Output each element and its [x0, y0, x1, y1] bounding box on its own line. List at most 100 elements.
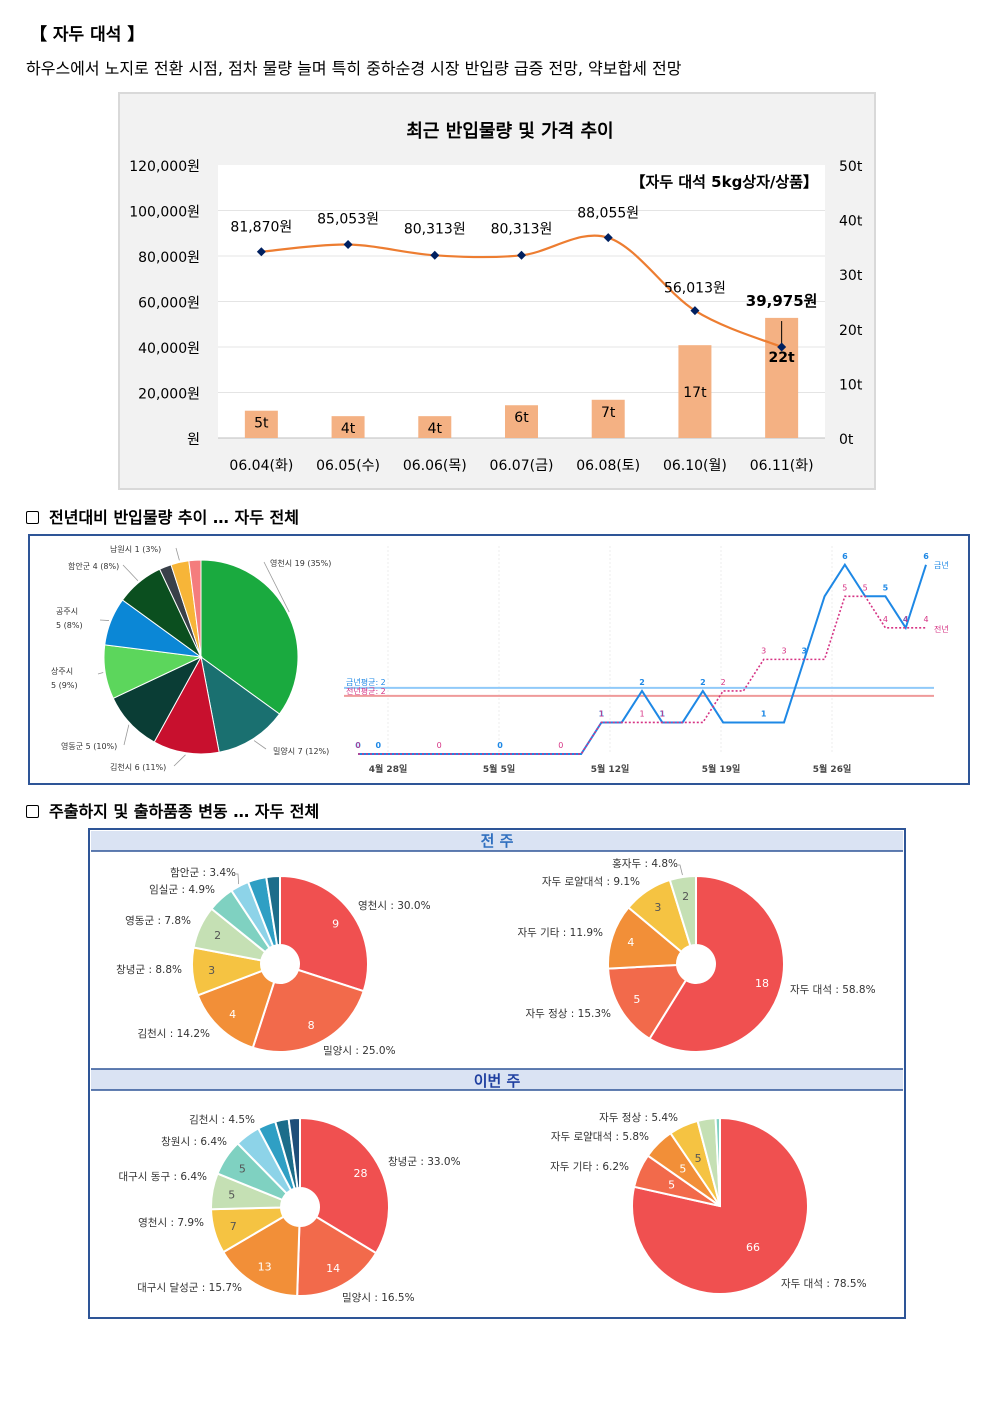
pie-slice-label: 김천시 : 4.5% — [189, 1114, 255, 1126]
section-origin-variety: 주출하지 및 출하품종 변동 … 자두 전체 — [26, 798, 319, 822]
pie-slice-count: 7 — [230, 1220, 237, 1233]
pie-slice-label: 자두 대석 : 78.5% — [781, 1278, 867, 1290]
x-tick-label: 06.05(수) — [316, 458, 380, 474]
pie-slice-count: 3 — [654, 901, 661, 914]
x-tick-label: 06.11(화) — [750, 458, 814, 474]
pie-slice — [279, 874, 369, 993]
x-tick-label: 06.06(목) — [403, 458, 467, 474]
pie-slice — [200, 559, 299, 715]
price-data-label: 39,975원 — [746, 292, 818, 310]
this-year-point-label: 1 — [659, 709, 665, 718]
prev-week-label: 전 주 — [481, 832, 514, 850]
pie-slice — [153, 655, 220, 755]
left-tick-label: 120,000원 — [129, 159, 200, 175]
yoy-volume-panel: 영천시 19 (35%) 밀양시 7 (12%) 김천시 6 (11%) 영동군 5 … — [28, 534, 970, 785]
pie-slice-count: 13 — [258, 1261, 272, 1274]
right-tick-label: 20t — [839, 323, 863, 339]
line-x-tick-label: 5월 19일 — [702, 763, 740, 775]
pie-leader-line — [175, 547, 180, 561]
volume-bar — [418, 416, 452, 438]
chart-subtitle: 【자두 대석 5kg상자/상품】 — [631, 173, 818, 191]
pie-leader-line — [173, 754, 186, 767]
price-marker — [690, 306, 700, 316]
pie-slice — [196, 969, 276, 1049]
volume-data-label: 7t — [601, 405, 616, 421]
this-year-point-label: 0 — [497, 741, 503, 750]
last-year-point-label: 2 — [721, 678, 726, 687]
last-year-point-label: 0 — [437, 741, 442, 750]
price-data-label: 56,013원 — [664, 281, 726, 297]
chart-title: 최근 반입물량 및 가격 추이 — [406, 120, 613, 142]
x-tick-label: 06.07(금) — [490, 458, 554, 474]
x-tick-label: 06.04(화) — [229, 458, 293, 474]
this-year-point-label: 6 — [842, 552, 848, 561]
pie-slice-label: 상주시 — [51, 666, 73, 676]
pie-slice-label: 창원시 : 6.4% — [161, 1136, 227, 1148]
this-week-label: 이번 주 — [474, 1072, 521, 1090]
pie-slice-label: 영천시 : 30.0% — [358, 900, 431, 912]
this-year-point-label: 1 — [761, 709, 767, 718]
pie-slice-label: 자두 정상 : 5.4% — [599, 1112, 678, 1124]
pie-slice — [188, 559, 202, 658]
right-tick-label: 40t — [839, 214, 863, 230]
volume-data-label: 6t — [514, 410, 529, 426]
prev-week-header — [91, 831, 903, 851]
pie-slice-count: 66 — [746, 1241, 760, 1254]
this-year-point-label: 5 — [883, 583, 889, 592]
document-title: 【 자두 대석 】 — [30, 25, 145, 45]
last-year-point-label: 0 — [355, 741, 360, 750]
pie-slice-label: 함안군 : 3.4% — [170, 867, 236, 879]
last-year-point-label: 1 — [660, 709, 665, 718]
this-year-point-label: 3 — [801, 646, 807, 655]
volume-bar — [331, 416, 365, 438]
price-marker — [430, 250, 440, 260]
pie-slice-count: 5 — [228, 1189, 235, 1202]
pie-slice-label: 영천시 19 (35%) — [270, 558, 331, 568]
last-year-point-label: 3 — [761, 646, 766, 655]
line-x-tick-label: 5월 12일 — [591, 763, 629, 775]
price-data-label: 88,055원 — [577, 206, 639, 222]
last-year-point-label: 4 — [883, 615, 888, 624]
pie-slice-count: 5 — [239, 1162, 246, 1175]
last-year-line — [358, 595, 926, 755]
pie-slice-count: 5 — [633, 993, 640, 1006]
pie-slice-label: 밀양시 : 25.0% — [323, 1045, 396, 1057]
left-tick-label: 40,000원 — [138, 341, 200, 357]
checkbox-icon — [26, 805, 39, 818]
pie-slice-count: 28 — [353, 1167, 367, 1180]
pie-leader-line — [678, 864, 683, 876]
last-year-point-label: 4 — [903, 615, 908, 624]
pie-slice-count: 14 — [326, 1262, 340, 1275]
pie-leader-line — [122, 564, 139, 581]
line-x-tick-label: 5월 26일 — [813, 763, 851, 775]
left-tick-label: 80,000원 — [138, 250, 200, 266]
this-year-series-name: 금년 — [934, 560, 949, 570]
left-tick-label: 60,000원 — [138, 296, 200, 312]
pie-slice-label: 영동군 : 7.8% — [125, 915, 191, 927]
this-year-point-label: 4 — [903, 615, 909, 624]
pie-slice — [200, 655, 281, 753]
volume-bar — [678, 345, 712, 438]
pie-slice-label: 밀양시 : 16.5% — [342, 1292, 415, 1304]
price-volume-chart: 최근 반입물량 및 가격 추이 120,000원 100,000원 80,000원 60… — [118, 92, 876, 490]
pie-slice-label: 김천시 6 (11%) — [110, 762, 166, 772]
price-data-label: 80,313원 — [491, 221, 553, 237]
pie-slice-count: 3 — [208, 964, 215, 977]
price-marker — [603, 233, 613, 243]
price-data-label: 80,313원 — [404, 221, 466, 237]
pie-slice-label: 함안군 4 (8%) — [68, 561, 119, 571]
origin-variety-panel: 전 주이번 주 9 영천시 : 30.0% 8 밀양시 : 25.0% 4 김천시 : 14… — [88, 828, 906, 1319]
last-year-average-label: 전년평균: 2 — [346, 686, 386, 696]
left-tick-label: 100,000원 — [129, 205, 200, 221]
right-tick-label: 0t — [839, 432, 854, 448]
pie-leader-line — [253, 740, 267, 750]
pie-slice — [265, 874, 281, 947]
pie-slice-count: 4 — [229, 1008, 236, 1021]
price-marker — [256, 247, 266, 257]
pie-slice-count: 2 — [682, 890, 689, 903]
this-year-point-label: 0 — [355, 741, 361, 750]
last-year-point-label: 1 — [639, 709, 644, 718]
x-tick-label: 06.08(토) — [576, 458, 640, 474]
this-year-point-label: 2 — [700, 678, 706, 687]
pie-slice-label: 자두 기타 : 6.2% — [550, 1161, 629, 1173]
